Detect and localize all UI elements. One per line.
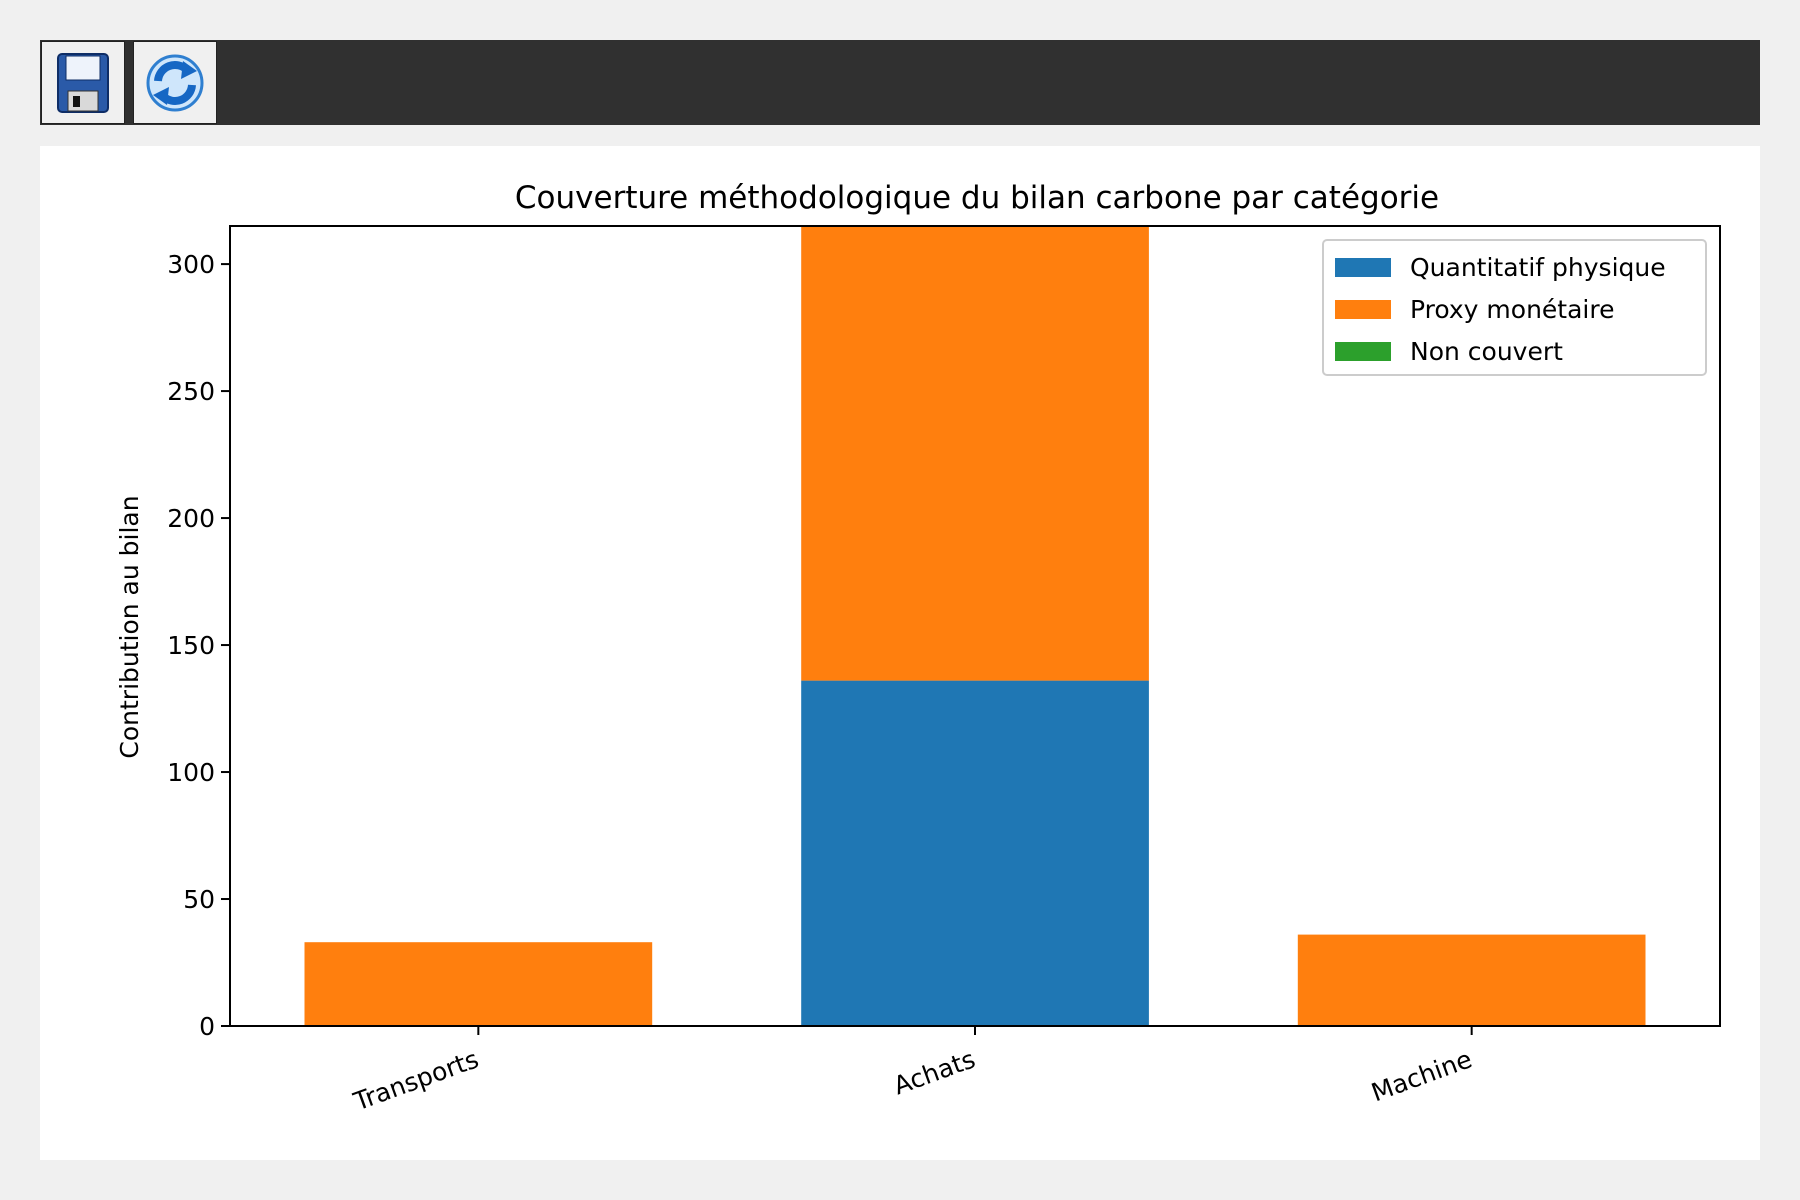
legend-swatch	[1335, 258, 1391, 277]
y-axis: 0 50 100 150 200 250 300	[167, 250, 230, 1041]
y-tick-label: 200	[167, 504, 215, 533]
bar-transports-series-1	[304, 942, 653, 1026]
legend-swatch	[1335, 300, 1391, 319]
y-tick-label: 150	[167, 631, 215, 660]
chart: Couverture méthodologique du bilan carbo…	[115, 180, 1721, 1117]
legend-label: Quantitatif physique	[1410, 253, 1666, 282]
floppy-disk-icon	[57, 52, 109, 113]
y-tick-label: 100	[167, 758, 215, 787]
chart-title: Couverture méthodologique du bilan carbo…	[515, 180, 1439, 216]
bar-achats-series-1	[801, 226, 1149, 681]
legend-label: Non couvert	[1410, 337, 1563, 366]
x-axis: Transports Achats Machine	[349, 1026, 1476, 1117]
x-tick-label-machine: Machine	[1367, 1044, 1475, 1107]
bar-machine-series-1	[1297, 934, 1646, 1026]
legend-box	[1322, 239, 1707, 376]
refresh-button[interactable]	[133, 41, 217, 124]
y-tick-label: 250	[167, 377, 215, 406]
y-tick-label: 300	[167, 250, 215, 279]
save-button[interactable]	[41, 41, 125, 124]
legend: Quantitatif physique Proxy monétaire Non c…	[1322, 239, 1707, 376]
plot-frame	[229, 225, 1721, 1027]
x-tick-label-achats: Achats	[890, 1044, 979, 1100]
chart-panel: Couverture méthodologique du bilan carbo…	[40, 146, 1760, 1160]
legend-swatch	[1335, 342, 1391, 361]
refresh-icon	[146, 54, 204, 111]
bars-layer	[304, 226, 1646, 1026]
x-tick-label-transports: Transports	[349, 1044, 482, 1116]
y-tick-label: 50	[183, 885, 215, 914]
y-axis-label: Contribution au bilan	[115, 495, 144, 758]
toolbar	[40, 40, 1760, 125]
bar-achats-series-0	[801, 680, 1149, 1026]
y-tick-label: 0	[199, 1012, 215, 1041]
legend-label: Proxy monétaire	[1410, 295, 1614, 324]
